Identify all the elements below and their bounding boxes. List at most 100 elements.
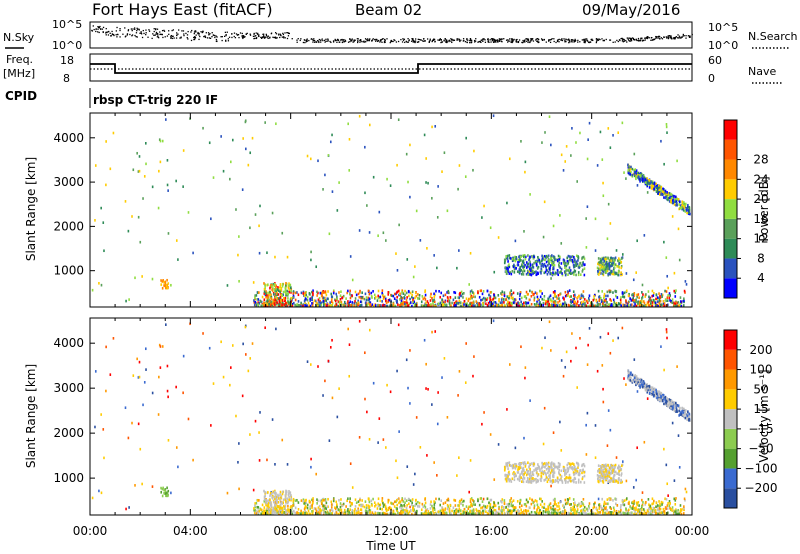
power-point (544, 258, 546, 261)
noise-point (553, 38, 555, 40)
velocity-point (317, 499, 319, 503)
velocity-point (606, 444, 609, 447)
velocity-point (660, 345, 662, 348)
velocity-point (533, 511, 536, 514)
power-point (436, 216, 439, 219)
noise-point (357, 38, 359, 40)
velocity-point (330, 503, 333, 506)
velocity-point (387, 500, 390, 504)
noise-point (320, 39, 322, 41)
velocity-point (645, 500, 647, 504)
power-point (347, 300, 349, 303)
noise-point (194, 30, 196, 32)
noise-point (236, 34, 239, 36)
noise-point (264, 36, 266, 38)
power-point (264, 283, 266, 286)
power-point (676, 197, 679, 201)
power-point (528, 270, 531, 273)
power-point (567, 303, 570, 307)
noise-point (592, 39, 594, 42)
power-point (544, 264, 547, 268)
velocity-point (678, 512, 680, 516)
power-point (330, 295, 333, 298)
noise-point (527, 40, 530, 42)
power-point (368, 123, 371, 127)
power-point (481, 292, 484, 296)
power-point (597, 269, 599, 273)
velocity-point (658, 509, 661, 512)
power-point (684, 202, 686, 206)
power-colorbar-segment (724, 258, 737, 279)
power-point (628, 166, 631, 170)
velocity-point (440, 499, 443, 502)
power-point (289, 283, 292, 287)
noise-point (352, 41, 354, 43)
noise-point (163, 29, 165, 32)
power-point (656, 186, 659, 189)
power-point (633, 292, 636, 295)
power-point (568, 255, 571, 258)
power-point (558, 261, 561, 265)
power-point (543, 295, 546, 298)
power-point (304, 291, 307, 295)
power-point (687, 203, 689, 207)
noise-point (603, 39, 605, 41)
power-point (514, 255, 516, 259)
power-point (268, 294, 270, 297)
power-point (446, 291, 448, 294)
noise-point (392, 40, 394, 43)
velocity-point (492, 319, 495, 323)
power-point (528, 265, 530, 269)
power-point (678, 203, 680, 206)
power-point (409, 143, 411, 147)
power-point (527, 262, 529, 266)
power-point (667, 198, 669, 202)
velocity-point (570, 503, 572, 506)
velocity-point (329, 346, 332, 349)
noise-point (242, 36, 244, 38)
velocity-point (322, 394, 324, 397)
power-point (272, 298, 274, 302)
noise-point (583, 39, 586, 41)
velocity-point (436, 422, 439, 426)
power-point (541, 254, 543, 258)
power-point (347, 304, 350, 308)
velocity-point (470, 503, 472, 507)
velocity-point (582, 508, 585, 511)
velocity-point (576, 386, 578, 389)
power-point (324, 298, 326, 302)
power-point (418, 297, 421, 300)
power-point (374, 297, 376, 300)
noise-point (106, 31, 108, 34)
power-ytick-label: 1000 (53, 264, 84, 278)
noise-point (517, 41, 520, 44)
power-point (547, 297, 549, 301)
power-point (542, 303, 544, 307)
power-point (572, 260, 574, 264)
power-point (371, 303, 374, 307)
noise-point (208, 33, 210, 35)
power-point (548, 115, 551, 119)
power-point (534, 291, 537, 294)
power-point (400, 304, 403, 308)
power-point (553, 263, 556, 267)
power-point (384, 299, 387, 303)
noise-point (99, 25, 101, 28)
noise-point (537, 40, 539, 42)
power-point (279, 283, 282, 286)
velocity-point (609, 498, 612, 501)
power-point (660, 193, 662, 196)
velocity-point (667, 494, 669, 497)
noise-point (685, 37, 687, 39)
noise-point (644, 37, 646, 39)
power-point (137, 170, 140, 173)
noise-point (177, 33, 179, 35)
power-point (574, 260, 576, 264)
noise-point (609, 39, 611, 41)
velocity-point (309, 507, 312, 510)
noise-point (446, 41, 448, 44)
velocity-point (607, 512, 610, 516)
noise-point (538, 38, 540, 41)
power-point (136, 151, 138, 155)
